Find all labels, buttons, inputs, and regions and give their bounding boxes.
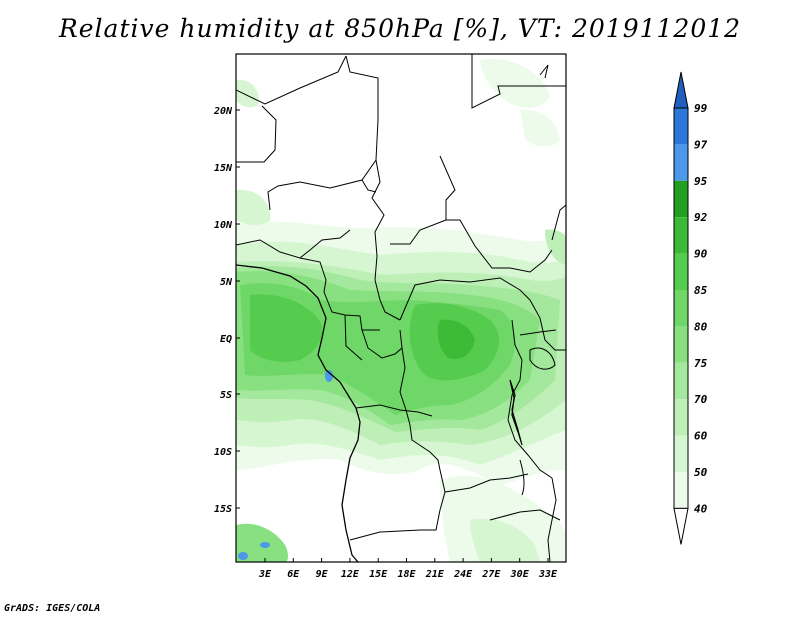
lon-tick-label: 3E: [258, 569, 272, 580]
colorbar-segment: [674, 108, 688, 145]
lat-tick-label: 10N: [214, 220, 233, 231]
lat-tick-label: 5S: [220, 390, 232, 401]
colorbar-label: 80: [694, 320, 708, 333]
lon-tick-label: 30E: [510, 569, 530, 580]
latitude-axis: 20N 15N 10N 5N EQ 5S 10S 15S: [213, 106, 240, 515]
colorbar-label: 40: [694, 502, 708, 515]
colorbar-label: 50: [694, 466, 708, 479]
map-frame: [235, 53, 567, 563]
lon-tick-label: 21E: [425, 569, 445, 580]
longitude-axis: 3E 6E 9E 12E 15E 18E 21E 24E 27E 30E 33E: [258, 558, 558, 580]
colorbar-segment: [674, 435, 688, 472]
colorbar-label: 60: [694, 430, 708, 443]
lat-tick-label: 15S: [214, 504, 232, 515]
lat-tick-label: 5N: [220, 277, 233, 288]
credit-text: GrADS: IGES/COLA: [4, 603, 101, 614]
colorbar-segment: [674, 144, 688, 181]
colorbar-segment: [674, 290, 688, 327]
lat-tick-label: 15N: [214, 163, 233, 174]
colorbar-label: 85: [694, 284, 708, 297]
lon-tick-label: 12E: [341, 569, 360, 580]
colorbar-segment: [674, 326, 688, 363]
lon-tick-label: 27E: [481, 569, 501, 580]
colorbar-segment: [674, 217, 688, 254]
colorbar-bottom-arrow: [673, 507, 689, 545]
colorbar-segment: [674, 180, 688, 218]
lon-tick-label: 24E: [453, 569, 473, 580]
colorbar-label: 95: [694, 175, 708, 188]
colorbar-label: 99: [694, 102, 708, 115]
colorbar-label: 92: [694, 211, 708, 224]
lon-tick-label: 6E: [287, 569, 300, 580]
lon-tick-label: 33E: [538, 569, 558, 580]
lat-tick-label: 20N: [213, 106, 233, 117]
lat-tick-label: EQ: [220, 334, 232, 345]
colorbar-segment: [674, 472, 688, 509]
country-boundaries: [236, 54, 566, 562]
lon-tick-label: 18E: [397, 569, 416, 580]
map-title: Relative humidity at 850hPa [%], VT: 201…: [58, 14, 742, 43]
lat-tick-label: 10S: [214, 447, 232, 458]
lon-tick-label: 9E: [316, 569, 329, 580]
colorbar-segment: [674, 362, 688, 400]
colorbar-segment: [674, 399, 688, 436]
colorbar-label: 90: [694, 248, 708, 261]
colorbar-segment: [674, 253, 688, 290]
lon-tick-label: 15E: [369, 569, 388, 580]
colorbar-label: 97: [694, 138, 708, 151]
colorbar-label: 75: [694, 357, 708, 370]
colorbar: 40 50 60 70 75 80 85 90 92 95 97 99: [673, 71, 708, 545]
humidity-field: [236, 54, 566, 562]
colorbar-top-arrow: [673, 71, 689, 109]
colorbar-label: 70: [694, 393, 708, 406]
